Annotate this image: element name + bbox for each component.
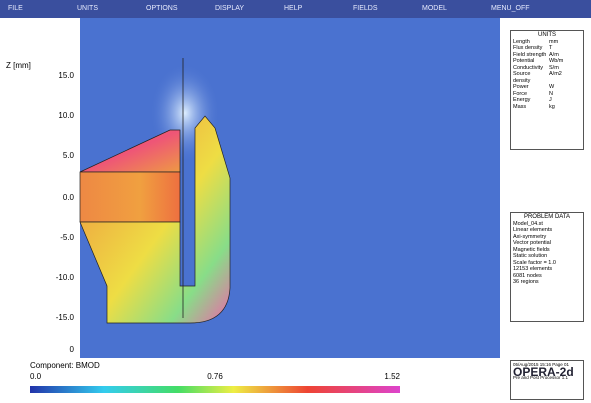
field-plot: Component: BMOD Z [mm] 15.0 10.0 5.0 0.0 -5.0… [0,18,506,403]
units-row: Length mm [513,39,581,46]
problem-data-line: Scale factor = 1.0 [513,259,556,266]
units-cell: Source density [513,71,531,84]
menu-bar: FILE UNITS OPTIONS DISPLAY HELP FIELDS MODEL ME… [0,0,591,18]
problem-data-line: Magnetic fields [513,246,550,253]
units-cell: kg [549,103,555,110]
menu-item[interactable]: UNITS [77,5,98,12]
menu-item[interactable]: MENU_OFF [491,5,530,12]
menu-item[interactable]: HELP [284,5,303,12]
menu-item[interactable]: FILE [8,5,23,12]
colorbar-label: 1.52 [384,372,400,381]
units-cell: Force [513,90,528,97]
units-box: UNITS Length mm Flux density T Field strength… [510,30,584,150]
colorbar-panel [0,360,506,403]
units-cell: Potential [513,58,535,64]
problem-data-box: PROBLEM DATA Model_04.st Linear elements Ax… [510,212,584,322]
info-panel: UNITS Length mm Flux density T Field strength… [506,22,588,400]
units-row: Energy J [513,97,581,104]
y-tick-label: -15.0 [56,313,75,322]
units-cell: J [549,97,552,103]
units-cell: T [549,45,553,51]
units-cell: Flux density [513,45,543,51]
problem-data-line: Model_04.st [513,220,543,227]
y-tick-label: -5.0 [60,233,74,242]
units-cell: S/m [549,64,559,71]
problem-data-line: 6081 nodes [513,272,542,279]
y-tick-label: 0.0 [63,193,75,202]
colorbar-label: 0.0 [30,372,42,381]
colorbar-label: 0.76 [207,372,223,381]
units-row: Conductivity S/m [513,65,581,72]
problem-data-line: Vector potential [513,240,551,246]
units-cell: Length [513,38,530,45]
units-cell: A/m2 [549,71,562,77]
units-row: Source density A/m2 [513,71,581,84]
colorbar-title: Component: BMOD [30,361,100,370]
units-row: Mass kg [513,104,581,111]
y-tick-label: 10.0 [58,111,74,120]
colorbar [30,386,400,393]
units-cell: Field strength [513,51,547,58]
y-tick-label: 5.0 [63,151,75,160]
units-cell: W [549,84,555,90]
date: 05/Aug/2015 15:16 Page 01 [513,362,570,367]
problem-data-line: Linear elements [513,227,553,233]
menu-item[interactable]: DISPLAY [215,5,245,12]
units-cell: A/m [549,51,559,58]
units-cell: N [549,90,553,97]
units-row: Flux density T [513,45,581,52]
problem-data-line: 12153 elements [513,266,553,272]
logo-subtitle: Pre and Post Processor 1.1 [513,375,569,380]
units-title: UNITS [538,32,556,38]
units-row: Force N [513,91,581,98]
units-row: Power W [513,84,581,91]
logo: OPERA-2d [513,364,574,379]
axis-label: Z [mm] [6,61,31,70]
units-cell: Energy [513,97,531,103]
problem-data-line: Axi-symmetry [513,233,547,240]
units-row: Field strength A/m [513,52,581,59]
menu-item[interactable]: FIELDS [353,5,378,12]
menu-item[interactable]: OPTIONS [146,5,178,12]
units-cell: Conductivity [513,64,543,71]
units-cell: mm [549,38,559,45]
y-tick-label: -10.0 [56,273,75,282]
y-tick-label: 0 [70,345,75,354]
problem-data-line: Static solution [513,253,548,259]
units-row: Potential Wb/m [513,58,581,65]
logo-box: 05/Aug/2015 15:16 Page 01 OPERA-2d Pre a… [510,360,584,400]
y-tick-label: 15.0 [58,71,74,80]
problem-data-line: 36 regions [513,279,539,285]
units-cell: Power [513,84,529,90]
units-cell: Wb/m [549,58,564,64]
coil-middle [79,171,181,223]
iron-yoke [79,115,231,324]
menu-item[interactable]: MODEL [422,5,447,12]
problem-data-title: PROBLEM DATA [523,214,571,220]
units-cell: Mass [513,103,527,110]
